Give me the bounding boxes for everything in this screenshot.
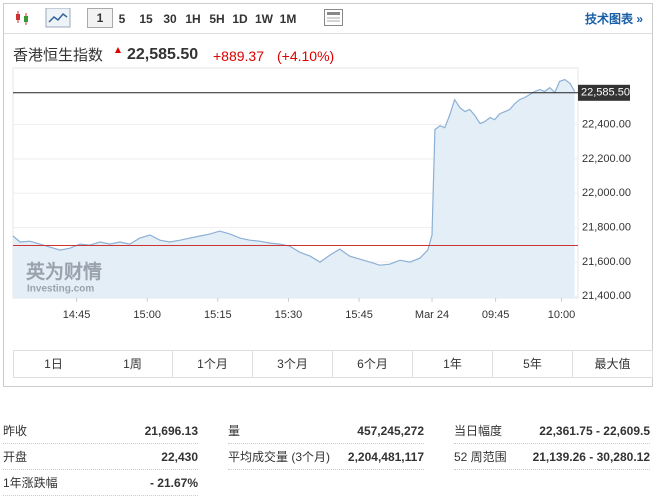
interval-button[interactable]: 1W — [255, 12, 273, 26]
stat-label: 开盘 — [3, 450, 28, 464]
chart: 21,400.00 21,600.00 21,800.00 22,000.00 22,2… — [12, 67, 631, 321]
y-tick-label: 21,600.00 — [582, 256, 631, 268]
period-button[interactable]: 1周 — [93, 350, 173, 378]
stat-label: 52 周范围 — [454, 450, 507, 464]
interval-button[interactable]: 5H — [209, 12, 225, 26]
stat-separator — [3, 443, 198, 444]
interval-button[interactable]: 15 — [139, 12, 153, 26]
interval-button[interactable]: 1H — [185, 12, 201, 26]
period-button[interactable]: 1年 — [413, 350, 493, 378]
chart-type-icons[interactable] — [14, 8, 76, 28]
up-arrow — [115, 47, 121, 53]
period-button[interactable]: 1个月 — [173, 350, 253, 378]
interval-button[interactable]: 1D — [232, 12, 248, 26]
stat-value: 21,696.13 — [144, 424, 198, 438]
x-tick-label: 10:00 — [548, 309, 576, 321]
stat-value: 2,204,481,117 — [347, 450, 424, 464]
watermark: Investing.com — [27, 284, 94, 295]
y-tick-label: 22,200.00 — [582, 153, 631, 165]
widget-frame — [3, 3, 653, 387]
period-button[interactable]: 5年 — [493, 350, 573, 378]
stat-value: 457,245,272 — [357, 424, 424, 438]
area — [13, 79, 575, 298]
stat-separator — [228, 469, 424, 470]
stat-separator — [3, 469, 198, 470]
stat-value: 22,361.75 - 22,609.5 — [539, 424, 650, 438]
y-tick-label: 22,400.00 — [582, 119, 631, 131]
stat-label: 平均成交量 (3个月) — [228, 450, 331, 464]
x-tick-label: 15:30 — [275, 309, 303, 321]
y-tick-label: 22,000.00 — [582, 187, 631, 199]
x-tick-label: Mar 24 — [415, 309, 449, 321]
y-tick-label: 21,800.00 — [582, 222, 631, 234]
stat-label: 当日幅度 — [454, 424, 503, 438]
period-button[interactable]: 最大值 — [573, 350, 653, 378]
toolbar-divider — [4, 33, 652, 34]
stat-separator — [454, 443, 650, 444]
period-button[interactable]: 3个月 — [253, 350, 333, 378]
change: +889.37 — [213, 48, 264, 64]
index-name: 香港恒生指数 — [13, 47, 104, 64]
period-button[interactable]: 6个月 — [333, 350, 413, 378]
stat-label: 昨收 — [3, 424, 28, 438]
price-line — [12, 78, 576, 266]
stat-label: 量 — [228, 424, 241, 438]
last-price-label: 22,585.50 — [581, 87, 630, 99]
last-price-box — [578, 84, 630, 101]
interval-button[interactable]: 1M — [279, 12, 297, 26]
x-tick-label: 15:45 — [345, 309, 373, 321]
y-tick-label: 21,400.00 — [582, 290, 631, 302]
interval-button[interactable]: 30 — [163, 12, 177, 26]
period-button[interactable]: 1日 — [13, 350, 94, 378]
stat-value: 22,430 — [161, 450, 198, 464]
stat-value: - 21.67% — [149, 476, 198, 490]
x-tick-label: 09:45 — [482, 309, 510, 321]
technical-chart-link[interactable]: 技术图表 » — [585, 12, 644, 26]
stat-value: 21,139.26 - 30,280.12 — [532, 450, 650, 464]
table-icon[interactable] — [324, 9, 344, 27]
x-tick-label: 14:45 — [63, 309, 91, 321]
stat-separator — [454, 469, 650, 470]
watermark: 英为财情 — [26, 260, 102, 283]
price: 22,585.50 — [127, 46, 199, 63]
stat-label: 1年涨跌幅 — [3, 476, 58, 490]
interval-button[interactable]: 1 — [87, 8, 113, 28]
x-tick-label: 15:15 — [204, 309, 232, 321]
change-pct: (+4.10%) — [277, 48, 335, 64]
interval-button[interactable]: 5 — [118, 12, 126, 26]
stat-separator — [228, 443, 424, 444]
x-tick-label: 15:00 — [133, 309, 161, 321]
